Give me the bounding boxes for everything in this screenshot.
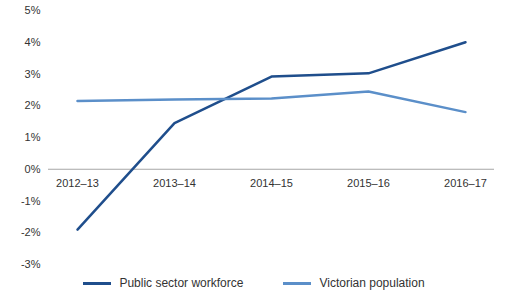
svg-text:-2%: -2% <box>21 226 41 238</box>
svg-text:4%: 4% <box>25 36 41 48</box>
svg-text:-3%: -3% <box>21 258 41 270</box>
svg-text:2016–17: 2016–17 <box>444 177 487 189</box>
svg-text:3%: 3% <box>25 68 41 80</box>
html-text:Public sector workforce: Public sector workforce <box>119 276 244 290</box>
svg-text:2%: 2% <box>25 99 41 111</box>
svg-text:5%: 5% <box>25 4 41 16</box>
svg-text:2014–15: 2014–15 <box>250 177 293 189</box>
svg-text:2015–16: 2015–16 <box>347 177 390 189</box>
svg-text:0%: 0% <box>25 163 41 175</box>
svg-text:-1%: -1% <box>21 195 41 207</box>
svg-text:2012–13: 2012–13 <box>56 177 99 189</box>
html-text:Victorian population: Victorian population <box>319 276 425 290</box>
svg-text:2013–14: 2013–14 <box>153 177 196 189</box>
svg-text:1%: 1% <box>25 131 41 143</box>
